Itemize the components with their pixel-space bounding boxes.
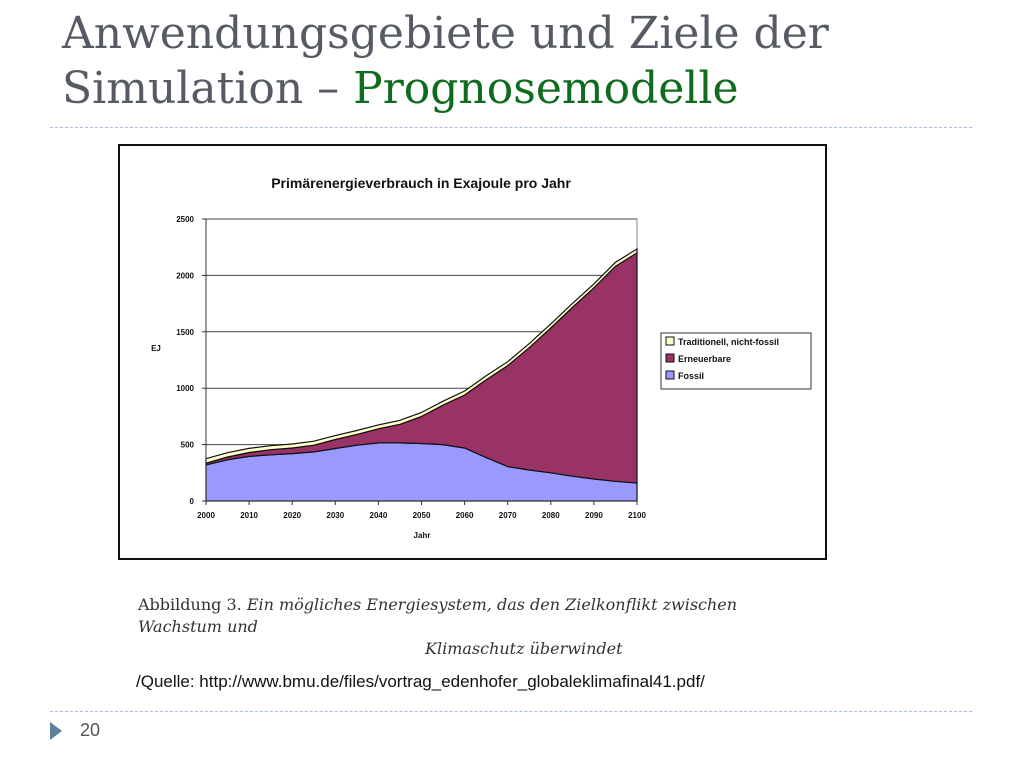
x-tick-label: 2010	[240, 511, 258, 520]
x-tick-label: 2030	[326, 511, 344, 520]
legend-label: Fossil	[678, 371, 704, 381]
x-tick-label: 2060	[456, 511, 474, 520]
x-tick-label: 2040	[370, 511, 388, 520]
x-tick-label: 2020	[283, 511, 301, 520]
x-tick-label: 2000	[197, 511, 215, 520]
caption-text-2: Klimaschutz überwindet	[425, 639, 623, 658]
y-tick-label: 2000	[176, 271, 194, 280]
footer-divider	[50, 711, 972, 712]
caption-label: Abbildung 3.	[138, 595, 242, 614]
chart-figure: Primärenergieverbrauch in Exajoule pro J…	[118, 144, 827, 560]
area-traditionell-nicht-fossil	[205, 247, 638, 464]
x-axis-label: Jahr	[414, 531, 431, 540]
y-axis-label: EJ	[151, 344, 161, 353]
source-link[interactable]: /Quelle: http://www.bmu.de/files/vortrag…	[136, 672, 705, 691]
x-tick-label: 2090	[585, 511, 603, 520]
y-tick-label: 1500	[176, 328, 194, 337]
x-tick-label: 2080	[542, 511, 560, 520]
legend-swatch	[665, 370, 675, 380]
figure-caption: Abbildung 3. Ein mögliches Energiesystem…	[138, 594, 818, 660]
y-tick-label: 2500	[176, 215, 194, 224]
slide-title-line2-prefix: Simulation –	[62, 63, 354, 114]
legend-label: Traditionell, nicht-fossil	[678, 337, 779, 347]
legend-box	[660, 332, 812, 390]
slide-title-accent: Prognosemodelle	[353, 63, 739, 114]
x-tick-label: 2100	[628, 511, 646, 520]
x-tick-label: 2050	[413, 511, 431, 520]
chart-title: Primärenergieverbrauch in Exajoule pro J…	[271, 175, 571, 191]
y-tick-label: 1000	[176, 384, 194, 393]
legend-label: Erneuerbare	[678, 354, 731, 364]
slide-title: Anwendungsgebiete und Ziele der Simulati…	[62, 6, 1002, 116]
slide-title-line1: Anwendungsgebiete und Ziele der	[62, 8, 829, 59]
title-divider	[50, 127, 972, 128]
page-number: 20	[80, 720, 101, 740]
x-tick-label: 2070	[499, 511, 517, 520]
chart-svg: Primärenergieverbrauch in Exajoule pro J…	[151, 175, 812, 540]
y-tick-label: 0	[190, 497, 195, 506]
caption-text-1: Ein mögliches Energiesystem, das den Zie…	[138, 595, 738, 636]
legend-swatch	[665, 336, 675, 346]
legend-swatch	[665, 353, 675, 363]
y-tick-label: 500	[181, 441, 195, 450]
nav-arrow-icon	[50, 722, 62, 740]
